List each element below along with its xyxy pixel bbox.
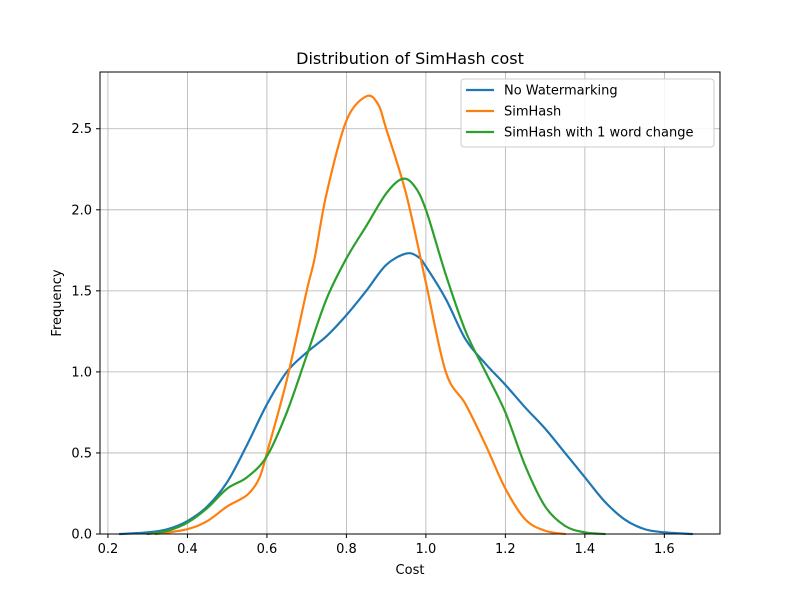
y-tick-label: 2.0 xyxy=(71,203,92,218)
axes-frame xyxy=(99,71,721,535)
series-line-3 xyxy=(146,177,606,536)
y-tick-label: 0.5 xyxy=(71,446,92,461)
x-tick-label: 0.2 xyxy=(98,542,119,557)
x-tick-label: 0.8 xyxy=(336,542,357,557)
y-tick-label: 2.5 xyxy=(71,122,92,137)
y-axis-title: Frequency xyxy=(50,269,65,336)
chart-title: Distribution of SimHash cost xyxy=(296,49,524,68)
x-tick-label: 0.6 xyxy=(257,542,278,557)
x-tick-label: 1.6 xyxy=(654,542,675,557)
series-line-2 xyxy=(154,94,567,536)
x-tick-label: 1.0 xyxy=(416,542,437,557)
series-lines xyxy=(118,94,694,536)
x-tick-label: 1.4 xyxy=(575,542,596,557)
x-tick-label: 1.2 xyxy=(495,542,516,557)
axis-ticks: 0.2 0.4 0.6 0.8 1.0 1.2 1.4 1.6 0.0 0.5 1.0 1.5 2.0 2… xyxy=(71,122,674,557)
y-tick-label: 1.0 xyxy=(71,365,92,380)
legend-label: No Watermarking xyxy=(504,84,618,99)
y-tick-label: 1.5 xyxy=(71,284,92,299)
series-line-1 xyxy=(118,252,694,536)
legend-label: SimHash xyxy=(504,105,561,120)
x-tick-label: 0.4 xyxy=(177,542,198,557)
legend-box xyxy=(460,78,715,148)
legend-label: SimHash with 1 word change xyxy=(504,126,693,141)
y-tick-label: 0.0 xyxy=(71,528,92,543)
x-axis-title: Cost xyxy=(396,563,425,578)
legend: No Watermarking SimHash SimHash with 1 wor… xyxy=(460,78,715,148)
